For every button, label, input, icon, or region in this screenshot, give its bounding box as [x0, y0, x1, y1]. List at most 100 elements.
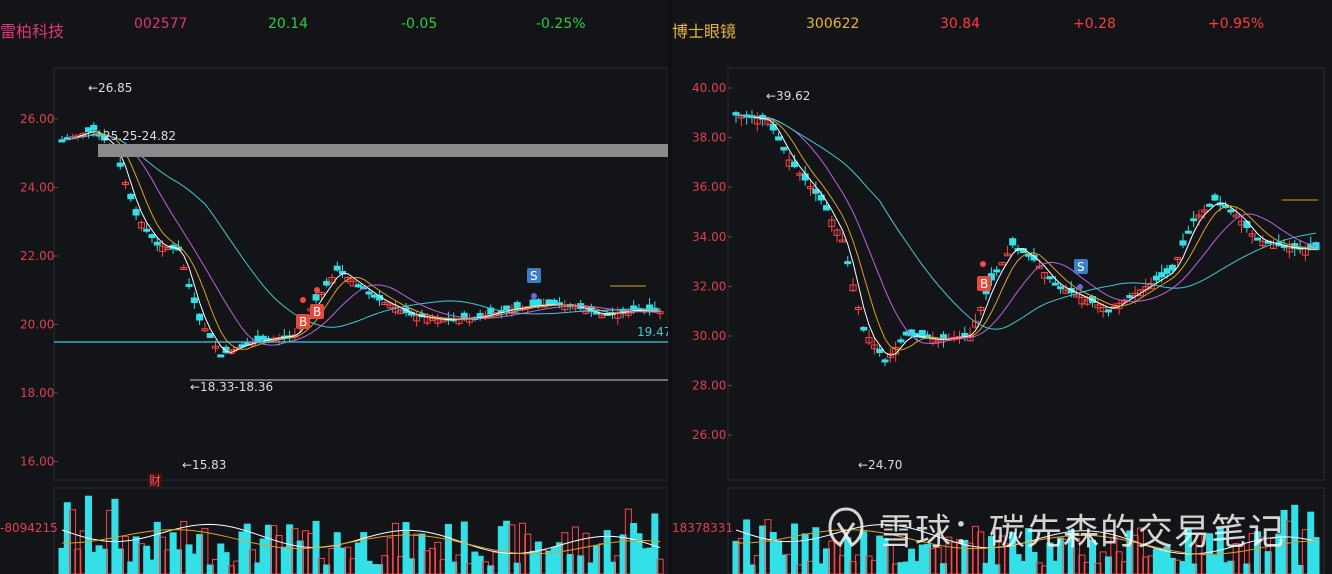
candle-body [1078, 297, 1086, 305]
volume-bar [249, 549, 257, 574]
volume-bar [74, 548, 82, 574]
sell-signal-label: S [1077, 260, 1085, 274]
moving-average-line [61, 134, 661, 328]
volume-bar [929, 548, 937, 574]
candle-body [206, 333, 214, 339]
candle-body [780, 146, 788, 151]
right-chart-panel[interactable]: 博士眼镜 300622 30.84 +0.28 +0.95% 40.00 38.0… [672, 0, 1332, 574]
candle-body [439, 319, 447, 323]
candle-body [656, 311, 664, 315]
candle-body [732, 112, 740, 116]
candle-body [1105, 309, 1112, 313]
candle-body [1163, 268, 1171, 274]
volume-ma-line [61, 529, 661, 555]
low-price-label: ←24.70 [858, 458, 902, 472]
candle-body [153, 241, 161, 246]
y-tick-label: 30.00 [692, 329, 726, 343]
candle-body [212, 345, 219, 349]
stock-price: 20.14 [268, 16, 309, 32]
volume-area-frame [727, 487, 1325, 574]
volume-bar [264, 524, 272, 574]
candle-body [1152, 275, 1160, 281]
candle-body [801, 173, 809, 181]
volume-axis-label: 18378331 [672, 521, 733, 535]
candle-body [1195, 214, 1203, 218]
candle-body [1126, 295, 1134, 299]
volume-bar [323, 564, 331, 574]
volume-bar [791, 523, 799, 574]
candle-body [217, 354, 225, 358]
candle-body [1285, 247, 1293, 253]
candle-body [1174, 257, 1182, 260]
candle-body [929, 338, 937, 344]
low-price-label: ←15.83 [182, 458, 226, 472]
volume-bar [1136, 527, 1144, 574]
candle-body [238, 344, 246, 348]
candle-body [807, 186, 814, 190]
candle-body [828, 219, 836, 227]
candle-body [918, 330, 926, 339]
xueqiu-logo-icon [828, 507, 864, 548]
stock-code: 300622 [806, 16, 860, 32]
volume-bar [987, 536, 995, 574]
volume-bar [881, 538, 889, 574]
price-area-frame [727, 67, 1325, 481]
volume-bar [1035, 562, 1043, 574]
stock-price: 30.84 [940, 16, 981, 32]
moving-average-line [61, 133, 661, 350]
buy-dot [314, 287, 320, 293]
candle-body [849, 284, 857, 292]
y-tick-label: 34.00 [692, 230, 726, 244]
candle-body [90, 124, 98, 131]
candle-body [833, 229, 841, 236]
candle-body [312, 294, 320, 301]
volume-bar [1312, 537, 1320, 574]
candle-body [881, 359, 889, 363]
volume-bar [1089, 539, 1097, 574]
left-kline-chart[interactable]: 26.00 24.00 22.00 20.00 18.00 16.00 -8094215 ←2… [0, 0, 668, 574]
candle-body [886, 353, 894, 359]
volume-bar [1057, 537, 1065, 574]
sell-dot [531, 293, 537, 299]
volume-bar [174, 549, 182, 574]
candle-body [127, 193, 135, 200]
candle-body [159, 245, 167, 252]
y-tick-label: 26.00 [20, 112, 54, 126]
volume-bar [69, 509, 77, 574]
volume-axis-label: -8094215 [0, 521, 58, 535]
volume-bar [1254, 531, 1261, 574]
candle-body [1147, 282, 1155, 290]
stock-code: 002577 [134, 16, 188, 32]
volume-bar [865, 555, 873, 574]
price-change-pct: -0.25% [536, 16, 586, 32]
candle-body [1206, 203, 1214, 207]
y-tick-label: 40.00 [692, 81, 726, 95]
volume-bar [849, 561, 857, 574]
candle-body [434, 318, 442, 324]
candle-body [1168, 264, 1176, 271]
volume-bar [344, 546, 352, 574]
volume-area-frame [53, 487, 668, 574]
candle-body [386, 304, 394, 309]
volume-bar [759, 525, 767, 574]
volume-bar [1131, 534, 1139, 574]
price-area-frame [53, 67, 668, 481]
candle-body [116, 162, 124, 167]
y-tick-label: 38.00 [692, 131, 726, 145]
candle-body [487, 307, 495, 315]
volume-ma-line [61, 523, 661, 554]
candle-body [934, 339, 942, 343]
volume-bar [476, 555, 484, 574]
resistance-zone-label: 25.25-24.82 [103, 129, 176, 143]
candle-body [764, 119, 772, 125]
left-chart-panel[interactable]: 雷柏科技 002577 20.14 -0.05 -0.25% 26.00 24.0… [0, 0, 668, 574]
right-kline-chart[interactable]: 40.00 38.00 36.00 34.00 32.00 30.00 28.00 26.00… [672, 0, 1332, 574]
volume-bar [924, 544, 932, 574]
volume-bar [460, 521, 468, 574]
moving-average-line [61, 134, 661, 346]
price-change: -0.05 [401, 16, 438, 32]
candle-body [844, 261, 852, 265]
candle-body [58, 139, 66, 143]
moving-average-line [735, 114, 1317, 351]
y-tick-label: 26.00 [692, 428, 726, 442]
